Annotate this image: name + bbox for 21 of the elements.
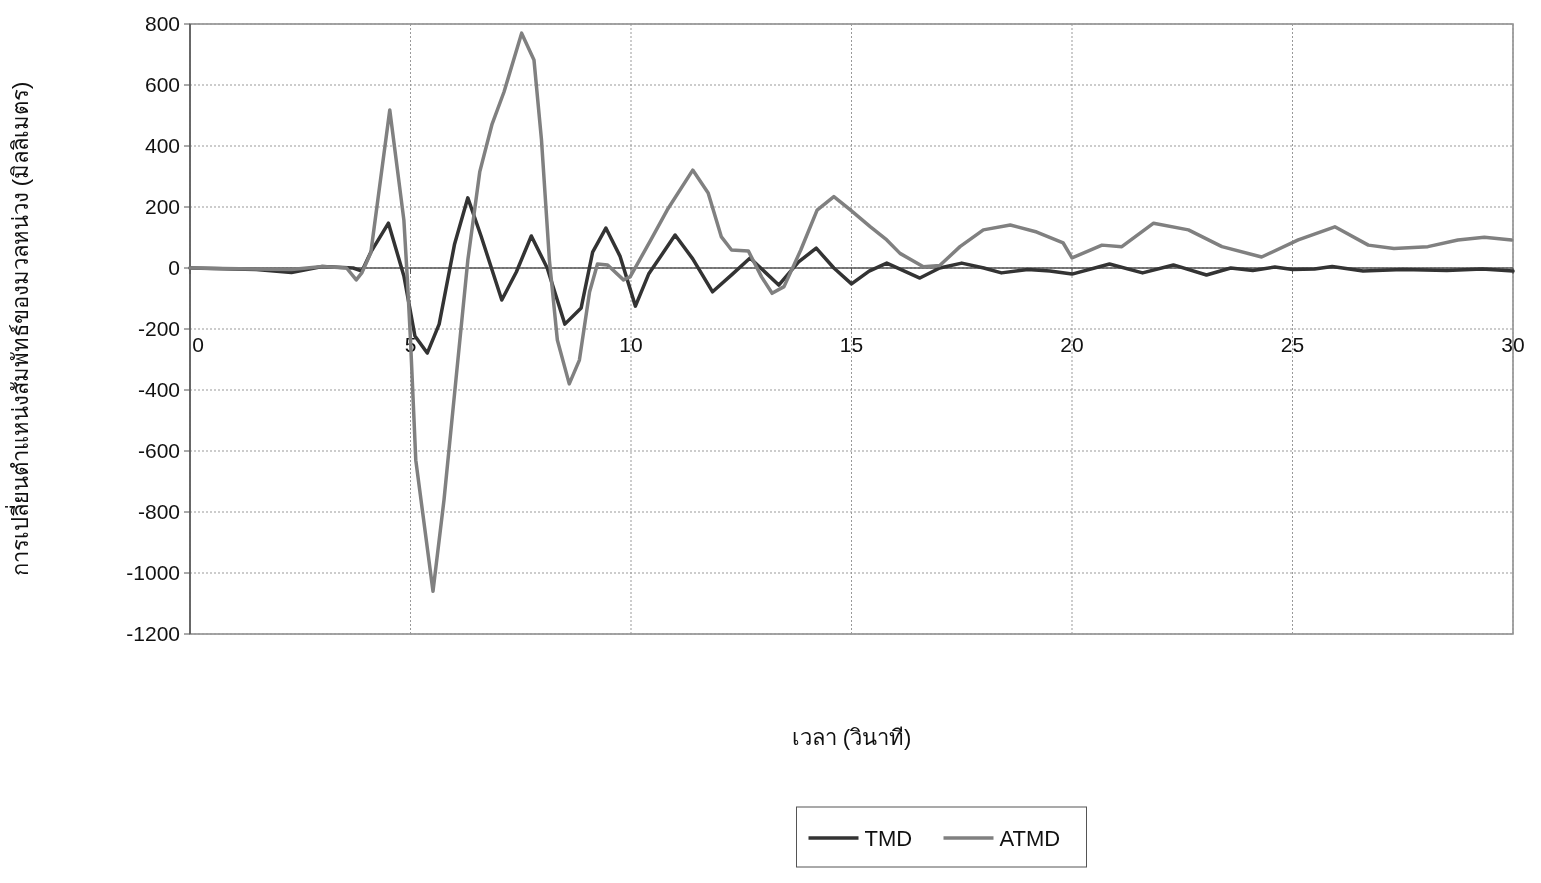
y-tick-label: -1000 [126,561,180,584]
legend-label: TMD [864,826,913,851]
y-tick-label: -800 [137,500,180,523]
x-tick-label: 30 [1501,333,1525,356]
y-axis-title: การเปลี่ยนตำแหน่งสัมพัทธ์ของมวลหน่วง (มิลลิเมตร) [5,81,33,577]
y-tick-label: 800 [144,12,180,35]
x-tick-label: 20 [1060,333,1084,356]
y-tick-label: -1200 [126,622,180,645]
x-axis-title: เวลา (วินาที) [791,725,912,750]
x-tick-label: 15 [839,333,864,356]
legend-label: ATMD [999,826,1061,851]
y-tick-label: 400 [144,134,180,157]
y-tick-label: -400 [137,378,180,401]
y-tick-label: 200 [144,195,180,218]
y-tick-label: 0 [168,256,180,279]
y-tick-label: -200 [137,317,180,340]
y-tick-label: -600 [137,439,180,462]
y-tick-label: 600 [144,73,180,96]
x-tick-label: 10 [619,333,643,356]
x-tick-label: 0 [192,333,204,356]
x-tick-label: 25 [1280,333,1305,356]
